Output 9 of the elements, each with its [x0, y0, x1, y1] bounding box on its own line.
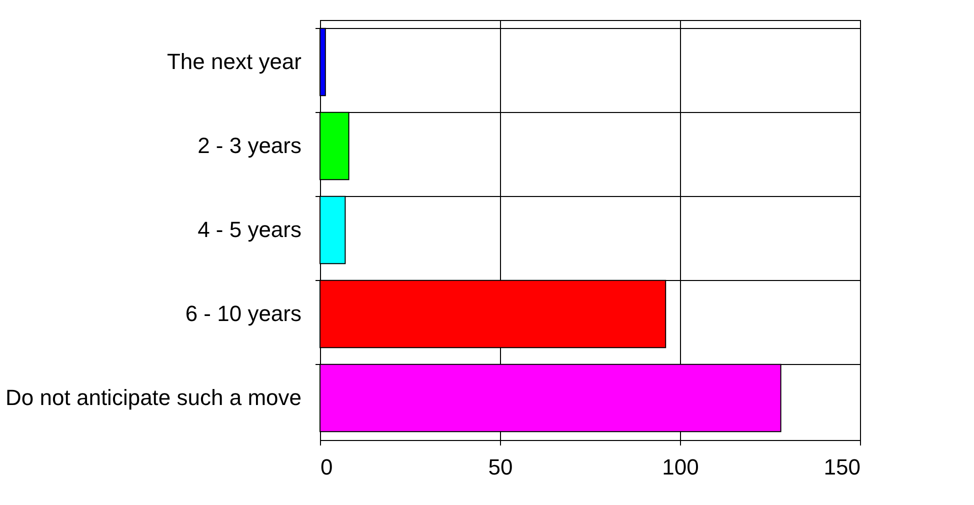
x-tick-label: 50 — [488, 454, 513, 480]
y-tick-label: 6 - 10 years — [185, 301, 302, 326]
y-tick-label: 4 - 5 years — [198, 217, 302, 242]
x-tick-label: 0 — [320, 454, 333, 480]
y-tick-label: Do not anticipate such a move — [6, 385, 302, 410]
x-tick-label: 100 — [662, 454, 699, 480]
x-tick-label: 150 — [824, 454, 860, 480]
y-tick-label: The next year — [166, 49, 302, 74]
y-tick-label: 2 - 3 years — [198, 133, 302, 158]
